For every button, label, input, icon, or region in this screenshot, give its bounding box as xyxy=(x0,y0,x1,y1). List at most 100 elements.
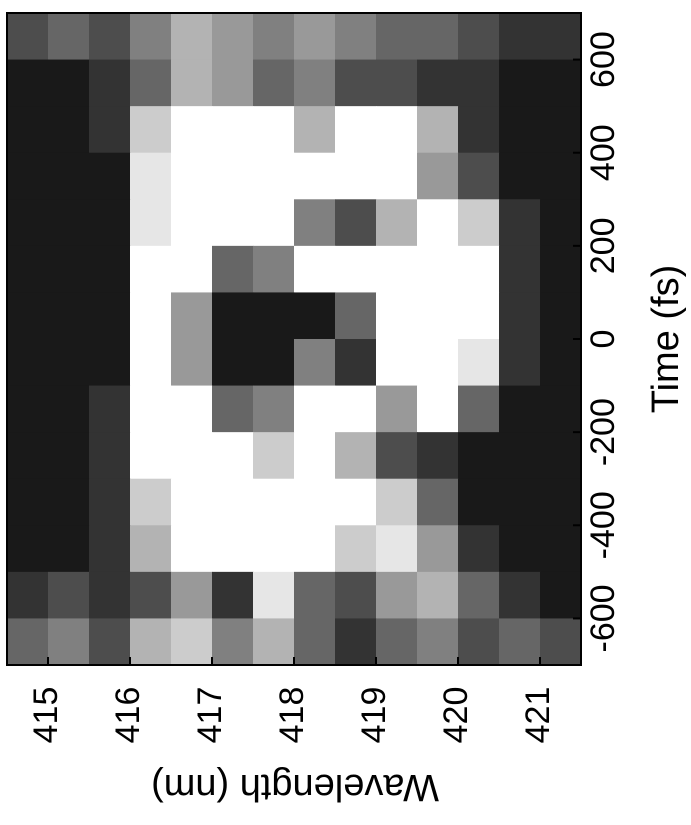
heatmap-cell xyxy=(253,478,295,526)
x-tick-label: 418 xyxy=(273,687,311,744)
heatmap-cell xyxy=(48,478,90,526)
heatmap-cell xyxy=(499,13,541,61)
heatmap-cell xyxy=(294,59,336,107)
heatmap-cell xyxy=(89,385,131,433)
heatmap-cell xyxy=(376,106,418,154)
heatmap-cell xyxy=(417,292,459,340)
heatmap-cell xyxy=(540,385,582,433)
heatmap-cell xyxy=(171,152,213,200)
heatmap-cell xyxy=(7,13,49,61)
heatmap-cell xyxy=(7,245,49,293)
heatmap-cell xyxy=(89,339,131,387)
heatmap-cell xyxy=(212,432,254,480)
heatmap-cell xyxy=(212,59,254,107)
heatmap-cell xyxy=(294,525,336,573)
heatmap-cell xyxy=(89,59,131,107)
heatmap-cell xyxy=(376,385,418,433)
heatmap-cell xyxy=(335,59,377,107)
heatmap-cell xyxy=(335,199,377,247)
heatmap-cell xyxy=(253,385,295,433)
heatmap-cell xyxy=(540,478,582,526)
heatmap-cell xyxy=(48,432,90,480)
heatmap-cell xyxy=(458,106,500,154)
heatmap-cell xyxy=(171,339,213,387)
heatmap-cell xyxy=(458,13,500,61)
heatmap-cell xyxy=(458,618,500,666)
heatmap-cell xyxy=(458,571,500,619)
heatmap-cell xyxy=(376,152,418,200)
heatmap-cell xyxy=(171,525,213,573)
heatmap-cell xyxy=(335,525,377,573)
heatmap-cell xyxy=(171,432,213,480)
heatmap-cell xyxy=(253,106,295,154)
heatmap-cell xyxy=(458,339,500,387)
heatmap-cell xyxy=(130,59,172,107)
heatmap-cell xyxy=(130,245,172,293)
heatmap-cell xyxy=(48,618,90,666)
heatmap-cell xyxy=(130,525,172,573)
heatmap-cell xyxy=(130,385,172,433)
heatmap-cell xyxy=(171,245,213,293)
heatmap-cell xyxy=(376,245,418,293)
heatmap-cell xyxy=(540,152,582,200)
heatmap-cell xyxy=(7,199,49,247)
heatmap-cell xyxy=(7,106,49,154)
heatmap-cell xyxy=(253,245,295,293)
y-tick-label: 400 xyxy=(584,124,622,181)
heatmap-cell xyxy=(376,432,418,480)
y-tick-label: -600 xyxy=(584,584,622,652)
heatmap-cell xyxy=(130,106,172,154)
heatmap-cell xyxy=(499,245,541,293)
heatmap-cell xyxy=(130,432,172,480)
heatmap-cell xyxy=(417,13,459,61)
heatmap-cell xyxy=(417,339,459,387)
heatmap-cell xyxy=(253,525,295,573)
x-tick-label: 417 xyxy=(191,687,229,744)
heatmap-cell xyxy=(130,292,172,340)
heatmap-cell xyxy=(499,292,541,340)
heatmap-cell xyxy=(48,152,90,200)
x-tick-label: 420 xyxy=(437,687,475,744)
heatmap-cell xyxy=(294,292,336,340)
heatmap-cell xyxy=(335,478,377,526)
heatmap-cell xyxy=(89,618,131,666)
heatmap-cell xyxy=(7,478,49,526)
heatmap-cell xyxy=(212,525,254,573)
heatmap-cell xyxy=(171,106,213,154)
y-axis-label: Time (fs) xyxy=(645,265,687,413)
heatmap-cell xyxy=(540,245,582,293)
heatmap-cell xyxy=(540,106,582,154)
heatmap-cell xyxy=(130,571,172,619)
heatmap-cell xyxy=(7,339,49,387)
y-tick-label: -400 xyxy=(584,491,622,559)
heatmap-cell xyxy=(294,385,336,433)
heatmap-cell xyxy=(540,432,582,480)
heatmap-cell xyxy=(540,339,582,387)
heatmap-cell xyxy=(171,478,213,526)
heatmap-cell xyxy=(7,571,49,619)
heatmap-cell xyxy=(417,571,459,619)
heatmap-cell xyxy=(171,385,213,433)
heatmap-cell xyxy=(48,59,90,107)
heatmap-cell xyxy=(335,152,377,200)
heatmap-cell xyxy=(294,152,336,200)
heatmap-cell xyxy=(7,292,49,340)
x-tick-label: 419 xyxy=(355,687,393,744)
heatmap-cell xyxy=(253,13,295,61)
heatmap-cell xyxy=(499,199,541,247)
heatmap-cell xyxy=(376,59,418,107)
heatmap-cell xyxy=(458,152,500,200)
heatmap-cell xyxy=(499,339,541,387)
heatmap-cell xyxy=(212,292,254,340)
heatmap-cell xyxy=(89,13,131,61)
heatmap-cell xyxy=(89,152,131,200)
heatmap-cell xyxy=(130,339,172,387)
heatmap-cell xyxy=(89,525,131,573)
heatmap-cell xyxy=(212,106,254,154)
heatmap-cell xyxy=(48,13,90,61)
heatmap-cell xyxy=(7,432,49,480)
heatmap-cell xyxy=(48,199,90,247)
heatmap-cell xyxy=(335,292,377,340)
heatmap-cell xyxy=(7,152,49,200)
